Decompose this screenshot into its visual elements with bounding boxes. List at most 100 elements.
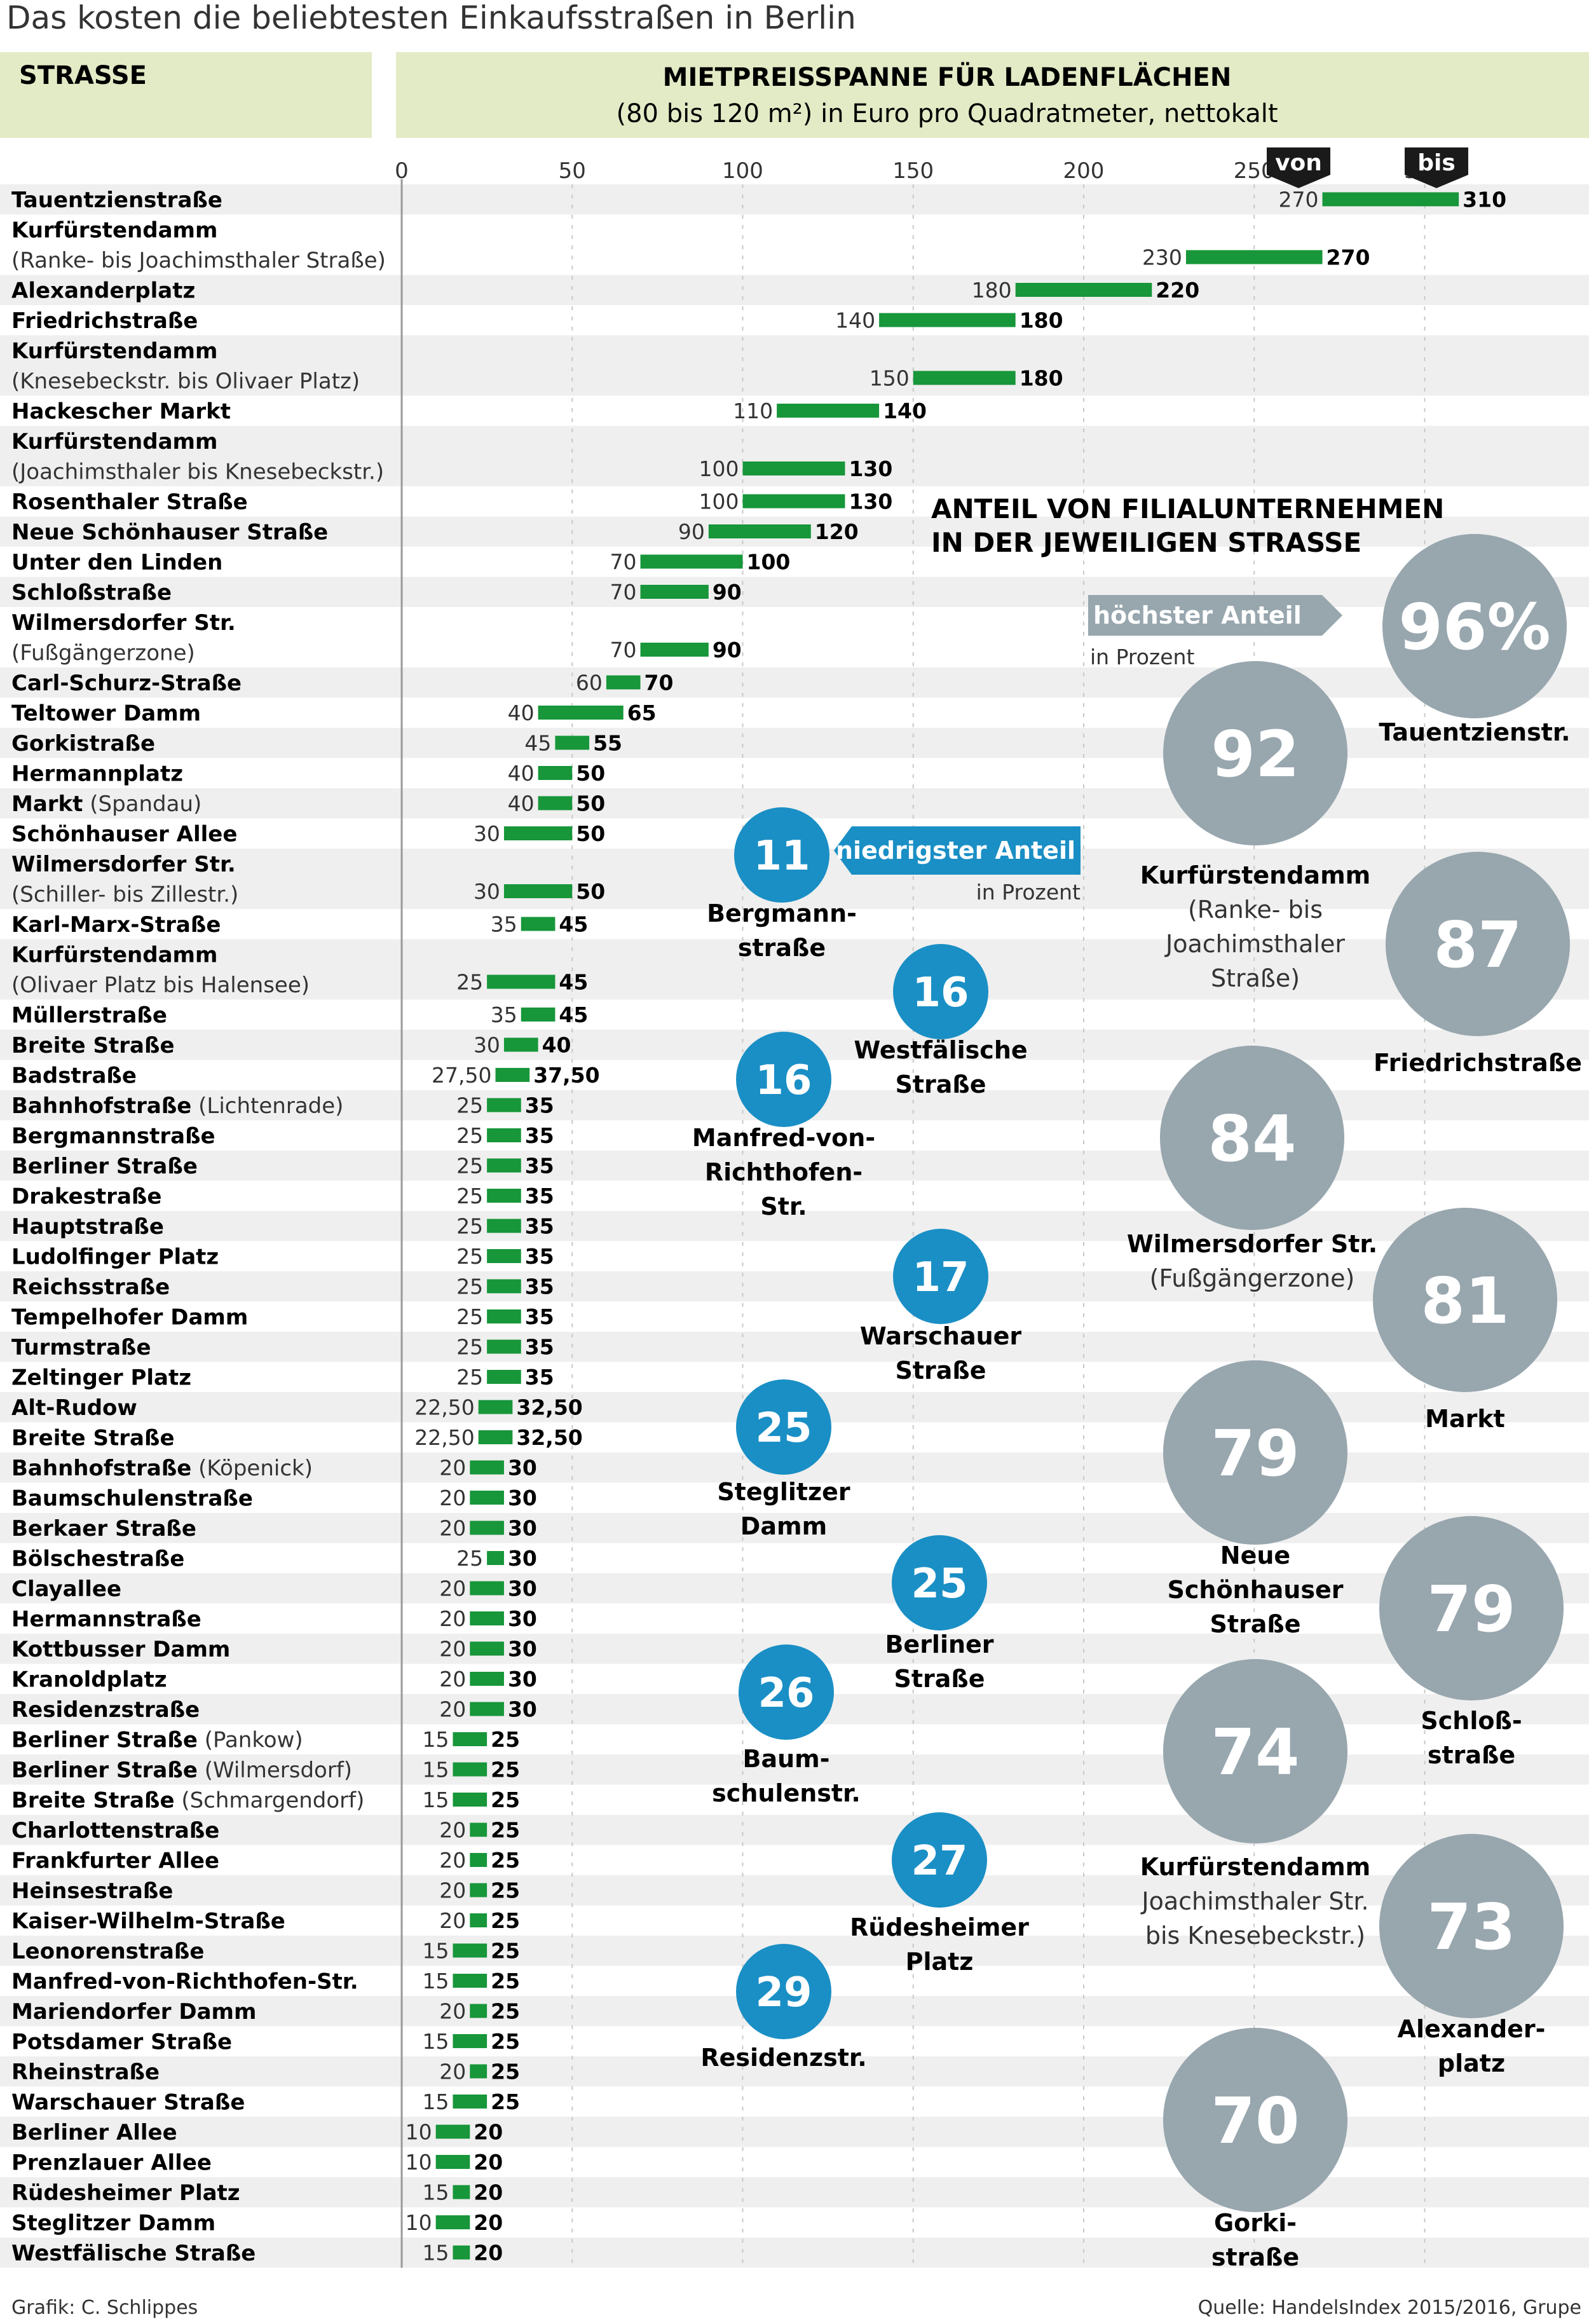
share-item: 25 Steglitzer Damm xyxy=(717,1379,850,1540)
von-value: 100 xyxy=(699,489,739,514)
share-label: Baum- xyxy=(742,1745,829,1773)
street-subname: (Knesebeckstr. bis Olivaer Platz) xyxy=(11,369,360,394)
bis-value: 90 xyxy=(713,638,742,662)
street-name: Breite Straße xyxy=(11,1033,175,1058)
range-bar xyxy=(453,1974,488,1988)
von-value: 15 xyxy=(422,1787,449,1812)
street-name: Unter den Linden xyxy=(11,550,222,575)
street-name: Müllerstraße xyxy=(11,1003,167,1029)
range-bar xyxy=(453,2034,488,2048)
table-row: Westfälische Straße 15 20 xyxy=(11,2241,503,2267)
share-label: Alexander- xyxy=(1398,2015,1546,2043)
range-bar xyxy=(640,554,743,569)
table-row: Kurfürstendamm (Ranke- bis Joachimsthaler… xyxy=(11,218,1370,274)
table-row: Clayallee 20 30 xyxy=(11,1576,537,1603)
street-name: Hackescher Markt xyxy=(11,399,231,425)
bis-value: 25 xyxy=(491,1939,520,1964)
street-name: Bergmannstraße xyxy=(11,1124,215,1149)
table-row: Berliner Straße 25 35 xyxy=(11,1154,554,1180)
row-stripe xyxy=(0,2117,1589,2147)
highest-share-arrow xyxy=(1088,595,1342,636)
table-row: Bahnhofstraße (Köpenick) 20 30 xyxy=(11,1456,537,1482)
range-bar xyxy=(453,2095,488,2109)
street-name: Hermannstraße xyxy=(11,1607,201,1632)
share-title: ANTEIL VON FILIALUNTERNEHMEN IN DER JEWE… xyxy=(931,493,1444,558)
street-name: Berliner Straße xyxy=(11,1154,198,1179)
von-value: 70 xyxy=(610,580,637,605)
street-name: Berliner Allee xyxy=(11,2120,177,2145)
street-name: Mariendorfer Damm xyxy=(11,1999,256,2025)
von-value: 20 xyxy=(439,1667,466,1692)
von-value: 40 xyxy=(508,701,535,725)
share-value: 74 xyxy=(1211,1715,1299,1789)
share-title-line-2: IN DER JEWEILIGEN STRASSE xyxy=(931,527,1361,558)
range-bar xyxy=(708,524,811,538)
table-row: Wilmersdorfer Str. (Schiller- bis Zillest… xyxy=(11,852,605,908)
table-row: Hermannplatz 40 50 xyxy=(11,761,605,787)
row-stripe xyxy=(0,1271,1589,1302)
share-label: Bergmann- xyxy=(707,899,857,927)
range-bar xyxy=(487,1370,521,1384)
row-stripe xyxy=(0,1513,1589,1543)
share-value: 70 xyxy=(1211,2084,1299,2158)
share-value: 96% xyxy=(1398,590,1550,664)
range-bar xyxy=(487,1219,521,1233)
credit: Grafik: C. Schlippes xyxy=(11,2297,198,2319)
bis-tag xyxy=(1405,147,1468,188)
range-bar xyxy=(435,2155,470,2169)
table-row: Drakestraße 25 35 xyxy=(11,1184,554,1210)
bis-value: 130 xyxy=(849,456,892,481)
von-value: 30 xyxy=(474,1033,500,1058)
von-value: 35 xyxy=(491,1002,517,1027)
table-row: Steglitzer Damm 10 20 xyxy=(11,2210,503,2236)
share-circle xyxy=(892,1535,987,1630)
street-name: Residenzstraße xyxy=(11,1697,200,1723)
von-value: 35 xyxy=(491,912,517,937)
share-circle xyxy=(1163,1659,1347,1843)
street-name: Tauentzienstraße xyxy=(11,188,222,213)
table-row: Warschauer Straße 15 25 xyxy=(11,2089,520,2116)
share-label-sub: Joachimsthaler xyxy=(1164,930,1345,958)
von-tag xyxy=(1267,147,1330,188)
bis-value: 45 xyxy=(559,970,588,995)
range-bar xyxy=(538,766,573,780)
range-bar xyxy=(487,1249,521,1263)
table-row: Hermannstraße 20 30 xyxy=(11,1606,537,1632)
table-row: Tauentzienstraße 270 310 xyxy=(11,188,1506,214)
table-row: Manfred-von-Richthofen-Str. 15 25 xyxy=(11,1969,520,1995)
bis-value: 220 xyxy=(1156,278,1199,303)
street-name: Wilmersdorfer Str. xyxy=(11,610,236,636)
range-bar xyxy=(640,585,709,599)
street-name: Reichsstraße xyxy=(11,1275,170,1300)
share-item: 29 Residenzstr. xyxy=(700,1944,867,2072)
bis-value: 25 xyxy=(491,1787,520,1812)
street-name: Hauptstraße xyxy=(11,1214,164,1240)
share-label: Straße xyxy=(895,1357,986,1384)
range-bar xyxy=(470,1853,488,1867)
von-value: 45 xyxy=(524,731,551,756)
header-street-label: STRASSE xyxy=(19,61,147,90)
von-value: 25 xyxy=(456,1304,483,1329)
table-row: Hackescher Markt 110 140 xyxy=(11,399,927,425)
range-bar xyxy=(1322,192,1459,207)
bis-value: 35 xyxy=(525,1154,554,1179)
lowest-share-arrow xyxy=(834,826,1081,875)
street-name: Bölschestraße xyxy=(11,1547,184,1572)
table-row: Frankfurter Allee 20 25 xyxy=(11,1848,520,1874)
table-row: Berliner Allee 10 20 xyxy=(11,2120,503,2146)
range-bar xyxy=(487,1309,521,1323)
share-circle xyxy=(892,1812,987,1908)
von-value: 25 xyxy=(456,1154,483,1179)
share-label: Straße xyxy=(1210,1610,1300,1638)
share-item: 79 Neue Schönhauser Straße xyxy=(1163,1360,1347,1638)
von-value: 60 xyxy=(576,671,603,695)
share-item: 27 Rüdesheimer Platz xyxy=(850,1812,1029,1976)
street-name: Kurfürstendamm xyxy=(11,429,217,455)
share-item: 26 Baum-schulenstr. xyxy=(712,1644,861,1807)
street-name: Kurfürstendamm xyxy=(11,218,217,243)
street-name: Prenzlauer Allee xyxy=(11,2150,212,2176)
range-bar xyxy=(1185,250,1323,264)
table-row: Breite Straße 22,50 32,50 xyxy=(11,1425,583,1451)
von-value: 270 xyxy=(1279,188,1319,212)
table-row: Carl-Schurz-Straße 60 70 xyxy=(11,671,673,697)
